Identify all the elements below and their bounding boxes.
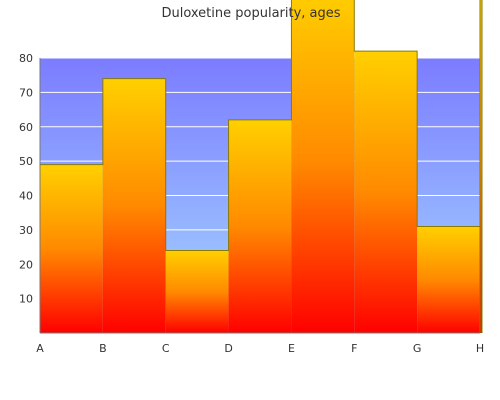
- series-layer: [40, 0, 483, 333]
- x-tick-label: B: [99, 342, 107, 355]
- bar-B: [102, 78, 166, 333]
- y-tick-label: 10: [19, 293, 33, 306]
- y-tick-labels: 10 20 30 40 50 60 70 80: [19, 52, 33, 306]
- y-tick-label: 50: [19, 155, 33, 168]
- chart-title: Duloxetine popularity, ages: [161, 6, 340, 21]
- y-tick-label: 40: [19, 190, 33, 203]
- y-tick-label: 60: [19, 121, 33, 134]
- x-tick-label: G: [413, 342, 422, 355]
- x-tick-label: F: [351, 342, 357, 355]
- x-tick-label: C: [162, 342, 170, 355]
- bar-A: [40, 164, 103, 333]
- x-tick-label: E: [288, 342, 295, 355]
- y-tick-label: 70: [19, 86, 33, 99]
- bar-F: [354, 51, 418, 333]
- bar-G: [417, 226, 480, 333]
- x-tick-labels: A B C D E F G H: [36, 342, 484, 355]
- axes-layer: 10 20 30 40 50 60 70 80 A B C D E F G H: [19, 52, 484, 355]
- y-tick-label: 30: [19, 224, 33, 237]
- bar-C: [165, 250, 229, 333]
- y-tick-label: 20: [19, 258, 33, 271]
- y-tick-label: 80: [19, 52, 33, 65]
- bar-E: [291, 0, 355, 333]
- x-tick-label: A: [36, 342, 44, 355]
- x-tick-label: H: [476, 342, 484, 355]
- bar-H: [480, 0, 482, 333]
- x-tick-label: D: [224, 342, 232, 355]
- bar-D: [228, 119, 292, 333]
